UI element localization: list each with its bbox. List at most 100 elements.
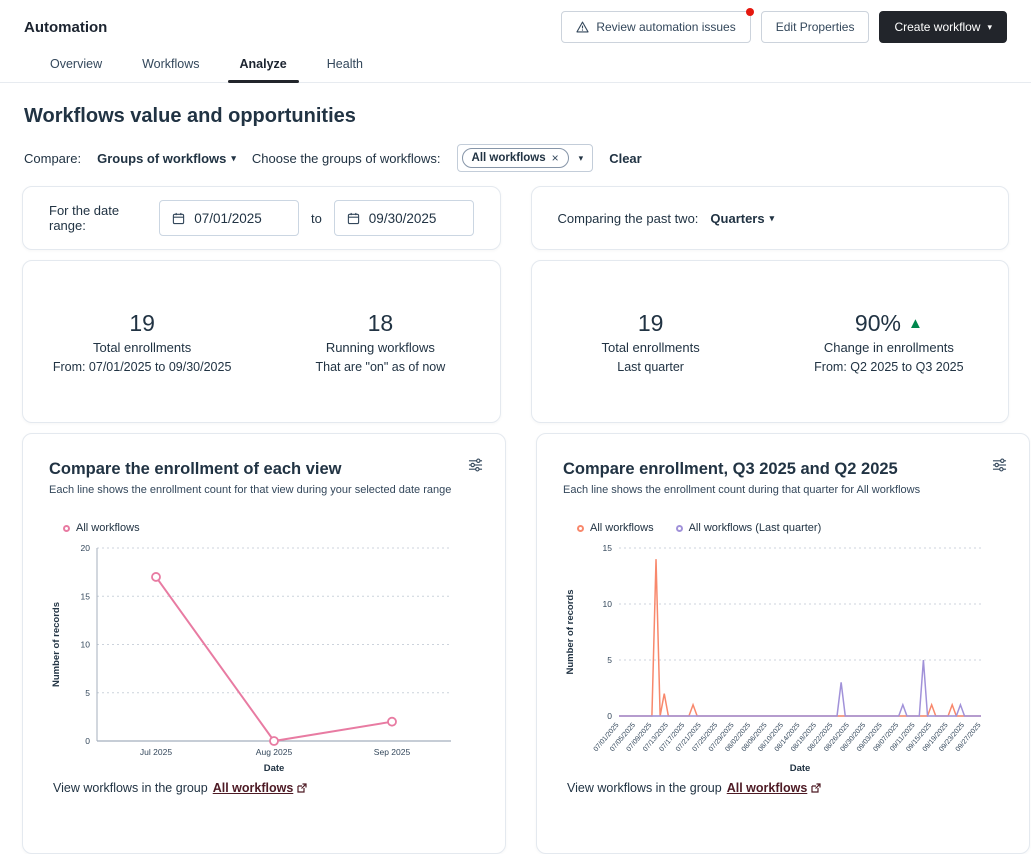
stat-value-text: 90% <box>854 309 901 336</box>
chart-footer: View workflows in the group All workflow… <box>567 781 1003 795</box>
footer-link-prefix: View workflows in the group <box>567 781 722 795</box>
stat-label: Total enrollments <box>92 339 192 355</box>
groups-combobox[interactable]: All workflows × ▾ <box>456 144 594 172</box>
date-from-input[interactable]: 07/01/2025 <box>159 200 299 236</box>
caret-down-icon: ▾ <box>987 21 992 32</box>
line-chart-quarters: 0 5 10 15 Date Number of records 07/01/2025 07/… <box>563 538 1003 779</box>
svg-text:10: 10 <box>81 640 91 650</box>
svg-text:Number of records: Number of records <box>51 602 62 687</box>
svg-text:Number of records: Number of records <box>565 590 576 675</box>
svg-text:Date: Date <box>264 763 285 774</box>
external-link-icon <box>811 783 821 793</box>
selected-group-label: All workflows <box>471 152 546 164</box>
chart-subtitle: Each line shows the enrollment count dur… <box>563 484 921 496</box>
legend-label: All workflows (Last quarter) <box>688 522 822 534</box>
date-to-input[interactable]: 09/30/2025 <box>333 200 474 236</box>
sliders-icon[interactable] <box>992 458 1007 477</box>
stat-value: 19 <box>129 309 155 336</box>
sliders-icon[interactable] <box>468 458 483 477</box>
svg-text:Sep 2025: Sep 2025 <box>374 747 411 757</box>
create-workflow-button[interactable]: Create workflow ▾ <box>879 11 1007 43</box>
caret-down-icon: ▾ <box>231 152 236 163</box>
caret-down-icon: ▾ <box>578 152 584 163</box>
legend-label: All workflows <box>590 522 654 534</box>
clear-button[interactable]: Clear <box>609 150 642 166</box>
stat-total-enrollments: 19 Total enrollments From: 07/01/2025 to… <box>23 310 261 374</box>
tab-health[interactable]: Health <box>326 57 363 71</box>
svg-text:20: 20 <box>81 543 91 553</box>
trend-up-icon: ▲ <box>907 314 923 332</box>
comparing-period-dropdown[interactable]: Quarters ▾ <box>710 211 774 226</box>
review-automation-issues-button[interactable]: Review automation issues <box>561 11 751 43</box>
compare-filter-row: Compare: Groups of workflows ▾ Choose th… <box>22 144 1009 172</box>
main-content: Workflows value and opportunities Compar… <box>0 105 1031 854</box>
summary-card-range: 19 Total enrollments From: 07/01/2025 to… <box>22 260 501 423</box>
section-heading: Workflows value and opportunities <box>24 105 356 127</box>
compare-label: Compare: <box>24 150 82 166</box>
date-to-value: 09/30/2025 <box>368 210 437 226</box>
chart-title: Compare enrollment, Q3 2025 and Q2 2025 <box>563 460 898 478</box>
selected-group-pill[interactable]: All workflows × <box>461 148 569 168</box>
footer-link-text: All workflows <box>212 781 294 795</box>
page-title: Automation <box>24 18 108 36</box>
stat-running-workflows: 18 Running workflows That are "on" as of… <box>261 310 499 374</box>
close-icon[interactable]: × <box>551 151 559 165</box>
chart-legend: All workflows <box>63 522 479 534</box>
legend-marker <box>577 524 584 532</box>
legend-marker <box>675 524 683 532</box>
tab-overview[interactable]: Overview <box>50 57 103 71</box>
edit-properties-label: Edit Properties <box>775 20 855 34</box>
svg-text:15: 15 <box>603 543 613 553</box>
stat-sub: From: Q2 2025 to Q3 2025 <box>814 359 964 374</box>
app-header: Automation Review automation issues Edit… <box>0 0 1031 47</box>
all-workflows-link[interactable]: All workflows <box>727 781 822 795</box>
line-chart-views: 0 5 10 15 20 Date Number of records Jul 2025 Aug… <box>49 538 479 779</box>
chart-footer: View workflows in the group All workflow… <box>53 781 479 795</box>
svg-text:0: 0 <box>607 711 612 721</box>
stat-change-in-enrollments: 90% ▲ Change in enrollments From: Q2 202… <box>770 310 1008 374</box>
summary-card-quarter: 19 Total enrollments Last quarter 90% ▲ … <box>530 260 1009 423</box>
comparing-label: Comparing the past two: <box>557 210 699 226</box>
svg-text:Date: Date <box>790 763 811 774</box>
legend-item-all-workflows[interactable]: All workflows <box>63 522 140 534</box>
all-workflows-link[interactable]: All workflows <box>213 781 308 795</box>
chart-card-views: Compare the enrollment of each view Each… <box>22 433 506 854</box>
legend-label: All workflows <box>76 522 140 534</box>
legend-marker <box>63 524 70 532</box>
to-label: to <box>310 210 322 226</box>
tab-workflows[interactable]: Workflows <box>142 57 200 71</box>
svg-text:5: 5 <box>607 655 612 665</box>
caret-down-icon: ▾ <box>769 212 775 223</box>
stat-sub: That are "on" as of now <box>315 359 446 374</box>
footer-link-text: All workflows <box>726 781 808 795</box>
stat-label: Change in enrollments <box>823 339 954 355</box>
tab-analyze[interactable]: Analyze <box>220 47 307 83</box>
chart-svg: 0 5 10 15 20 Date Number of records Jul 2025 Aug… <box>51 543 451 774</box>
calendar-icon <box>347 212 360 225</box>
stat-value: 18 <box>367 309 394 336</box>
calendar-icon <box>172 212 185 225</box>
date-range-card: For the date range: 07/01/2025 to 09/30/… <box>22 186 501 250</box>
legend-item-all-workflows-last-quarter[interactable]: All workflows (Last quarter) <box>675 522 822 534</box>
choose-groups-label: Choose the groups of workflows: <box>251 150 441 166</box>
compare-type-value: Groups of workflows <box>97 150 227 166</box>
comparing-card: Comparing the past two: Quarters ▾ <box>530 186 1009 250</box>
svg-text:0: 0 <box>85 736 90 746</box>
stat-label: Running workflows <box>325 339 435 355</box>
legend-item-all-workflows[interactable]: All workflows <box>577 522 654 534</box>
stat-total-enrollments-quarter: 19 Total enrollments Last quarter <box>532 310 770 374</box>
date-range-label: For the date range: <box>49 203 120 233</box>
create-workflow-label: Create workflow <box>894 20 981 34</box>
stat-value: 90% ▲ <box>770 310 1008 337</box>
date-from-value: 07/01/2025 <box>194 210 262 226</box>
review-button-label: Review automation issues <box>596 20 736 34</box>
svg-text:15: 15 <box>81 591 91 601</box>
footer-link-prefix: View workflows in the group <box>53 781 208 795</box>
chart-card-quarters: Compare enrollment, Q3 2025 and Q2 2025 … <box>536 433 1030 854</box>
stat-label: Total enrollments <box>601 339 700 355</box>
compare-type-dropdown[interactable]: Groups of workflows ▾ <box>97 151 236 166</box>
stat-sub: Last quarter <box>617 359 684 374</box>
edit-properties-button[interactable]: Edit Properties <box>760 11 870 43</box>
notification-dot <box>745 8 754 16</box>
